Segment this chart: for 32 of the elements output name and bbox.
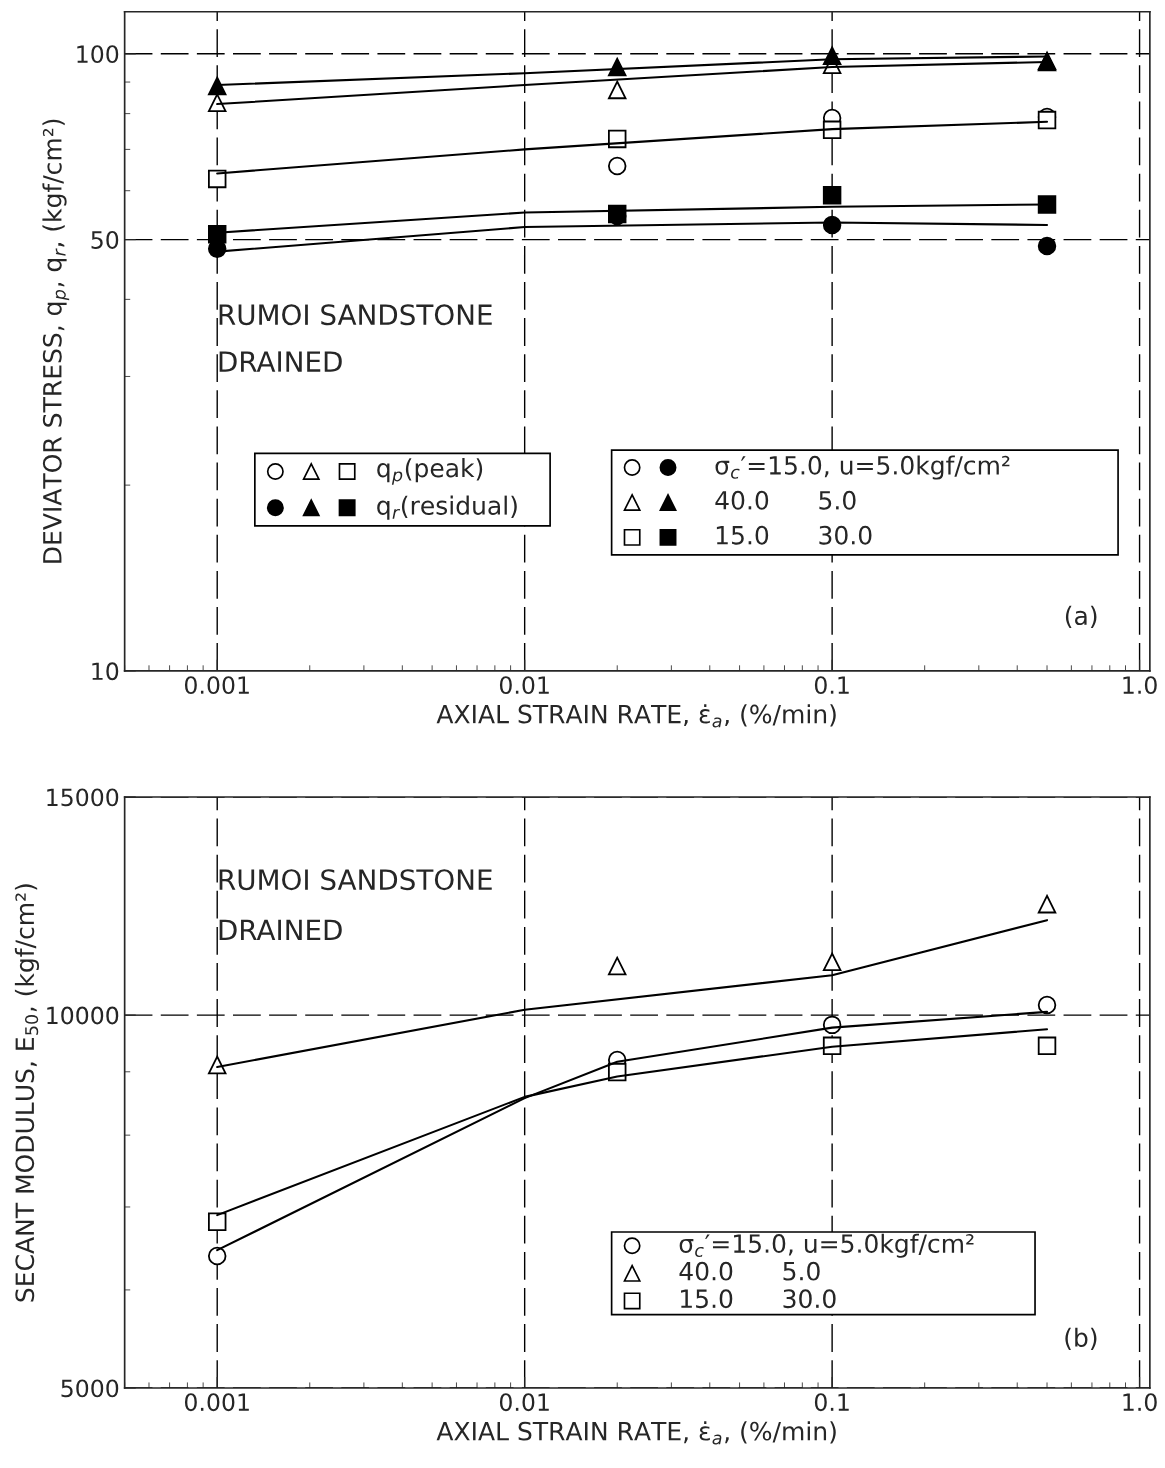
x-tick-label: 1.0 xyxy=(1123,676,1157,695)
annotation: RUMOI SANDSTONE xyxy=(219,304,492,326)
x-tick-label: 0.01 xyxy=(499,1393,549,1412)
annotation: σ$_{c}$′=15.0, u=5.0kgf/cm² xyxy=(715,455,1010,480)
y-tick-label: 5000 xyxy=(61,1379,119,1398)
y-tick-label: 10000 xyxy=(47,1006,119,1025)
annotation: q$_{p}$(peak) xyxy=(377,458,483,485)
y-axis-title: DEVIATOR STRESS, q$_{p}$, q$_{r}$, (kgf/cm²) xyxy=(42,119,70,563)
y-tick-label: 50 xyxy=(91,231,119,249)
annotation: q$_{r}$(residual) xyxy=(377,495,517,520)
annotation: DRAINED xyxy=(219,919,342,940)
x-tick-label: 0.001 xyxy=(184,676,249,695)
x-axis-title: AXIAL STRAIN RATE, ε̇$_{a}$, (%/min) xyxy=(436,1421,836,1445)
y-tick-label: 100 xyxy=(77,45,119,64)
x-tick-label: 0.001 xyxy=(184,1393,249,1412)
annotation: 15.0 30.0 xyxy=(681,1289,836,1309)
x-tick-label: 0.1 xyxy=(814,1393,849,1412)
annotation: 40.0 5.0 xyxy=(715,490,856,510)
y-tick-label: 10 xyxy=(92,662,119,681)
annotation: σ$_{c}$′=15.0, u=5.0kgf/cm² xyxy=(679,1233,974,1258)
annotation: 15.0 30.0 xyxy=(716,525,872,545)
x-tick-label: 0.01 xyxy=(499,676,549,695)
annotation: (b) xyxy=(1065,1327,1097,1350)
y-axis-title: SECANT MODULUS, E$_{50}$, (kgf/cm²) xyxy=(14,884,40,1302)
annotation: (a) xyxy=(1065,605,1097,629)
x-axis-title: AXIAL STRAIN RATE, ε̇$_{a}$, (%/min) xyxy=(436,704,836,728)
annotation: 40.0 5.0 xyxy=(679,1261,820,1281)
y-tick-label: 15000 xyxy=(47,788,119,807)
x-tick-label: 0.1 xyxy=(814,676,849,695)
annotation: RUMOI SANDSTONE xyxy=(219,869,492,891)
x-tick-label: 1.0 xyxy=(1123,1393,1157,1412)
annotation: DRAINED xyxy=(219,351,342,372)
